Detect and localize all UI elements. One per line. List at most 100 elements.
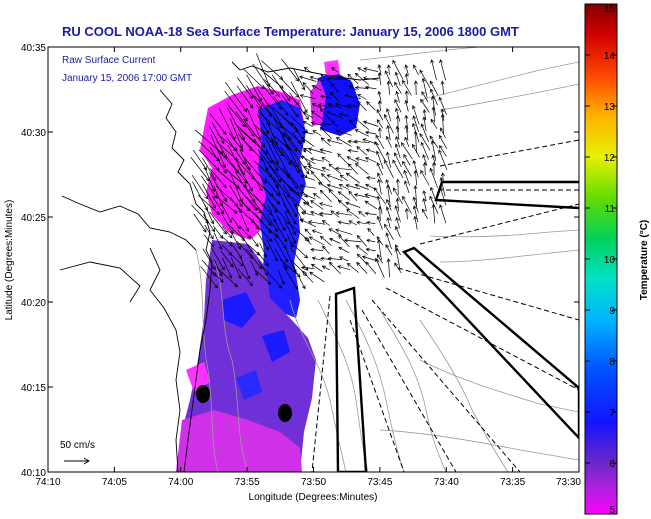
current-vector — [355, 245, 368, 255]
current-vector — [385, 244, 393, 256]
current-vector — [310, 110, 323, 120]
current-vector — [385, 206, 392, 222]
current-vector — [281, 58, 300, 82]
current-vector — [429, 80, 439, 96]
current-vector — [312, 130, 322, 136]
current-vector — [384, 159, 394, 178]
current-vector — [228, 251, 244, 267]
x-tick-label: 73:30 — [556, 477, 581, 488]
current-vector — [229, 171, 243, 203]
current-vector — [375, 257, 385, 278]
current-vector — [307, 165, 326, 172]
current-vector — [421, 77, 428, 98]
current-vector — [412, 196, 419, 213]
current-vector — [347, 73, 359, 84]
current-vector — [249, 235, 259, 248]
current-vector — [264, 79, 280, 98]
current-vector — [412, 143, 420, 158]
current-vector — [348, 220, 358, 226]
current-vector — [326, 183, 343, 190]
current-vector — [216, 267, 238, 288]
current-vector — [234, 123, 257, 144]
current-vector — [261, 60, 284, 80]
current-vector — [284, 211, 296, 236]
current-vector — [240, 256, 251, 280]
current-vector — [262, 155, 282, 183]
current-vector — [339, 256, 349, 262]
current-vector — [230, 257, 242, 280]
current-vector — [204, 224, 214, 240]
current-vector — [347, 148, 358, 153]
current-vector — [395, 216, 400, 229]
colorbar-tick-label: 14 — [604, 51, 616, 62]
current-vector — [376, 236, 384, 246]
current-vector — [335, 166, 353, 171]
colorbar-tick-label: 13 — [604, 102, 616, 113]
current-vector — [310, 157, 324, 162]
current-vector — [337, 199, 350, 210]
current-vector — [394, 99, 402, 113]
current-vector — [202, 183, 216, 209]
current-vector — [404, 136, 410, 147]
current-vector — [209, 168, 227, 189]
current-vector — [283, 203, 297, 225]
current-vector — [338, 184, 349, 190]
current-vector — [422, 208, 428, 219]
current-vector — [430, 118, 438, 129]
current-vector — [232, 181, 258, 211]
current-vector — [404, 124, 409, 141]
current-vector — [440, 113, 445, 134]
current-vector — [354, 85, 369, 90]
current-vector — [419, 133, 431, 151]
current-vector — [273, 96, 289, 116]
current-vector — [431, 203, 436, 224]
current-vector — [250, 260, 259, 277]
radar-sector-boxes — [334, 180, 579, 472]
current-vector — [327, 102, 342, 109]
colorbar-tick-label: 8 — [609, 357, 615, 368]
scale-arrow-icon — [64, 457, 90, 465]
current-vector — [310, 200, 324, 210]
current-vector — [375, 134, 385, 150]
current-vector — [395, 197, 400, 212]
current-vector — [310, 247, 324, 252]
sector-box-southeast — [401, 246, 579, 440]
scale-label: 50 cm/s — [60, 440, 95, 451]
current-vector — [321, 166, 330, 171]
current-vector — [193, 213, 207, 233]
current-vector — [277, 269, 285, 285]
current-vector — [264, 187, 281, 205]
current-vector — [356, 220, 368, 225]
current-vector — [329, 91, 340, 103]
current-vector — [299, 93, 316, 100]
current-vector — [395, 178, 400, 195]
y-tick-label: 40:15 — [21, 383, 46, 394]
current-vector — [274, 248, 288, 270]
current-vector — [329, 237, 341, 244]
x-axis-ticks: 74:10 74:05 74:00 73:55 73:50 73:45 73:40 73:35… — [35, 47, 581, 488]
current-vector — [253, 138, 273, 164]
current-vector — [346, 156, 359, 164]
current-vector — [280, 146, 300, 174]
current-vector — [254, 269, 272, 285]
current-vector — [386, 216, 391, 229]
current-vector — [262, 84, 282, 110]
current-vector — [413, 215, 418, 230]
current-vector — [363, 67, 379, 72]
current-vector — [357, 94, 367, 100]
current-vector — [373, 187, 386, 205]
colorbar-tick-label: 11 — [605, 204, 616, 215]
current-vector — [304, 236, 312, 245]
sst-blue-core — [258, 100, 306, 318]
colorbar-tick-label: 9 — [609, 306, 615, 317]
current-vector — [358, 210, 366, 217]
current-vector — [365, 220, 376, 225]
current-vector — [364, 193, 377, 198]
current-vector — [392, 159, 404, 179]
sst-magenta-patch-1 — [186, 362, 210, 392]
current-vector — [440, 127, 446, 139]
current-vector — [321, 157, 331, 163]
current-vector — [253, 160, 273, 178]
current-vector — [225, 81, 248, 113]
current-vector — [357, 67, 367, 73]
